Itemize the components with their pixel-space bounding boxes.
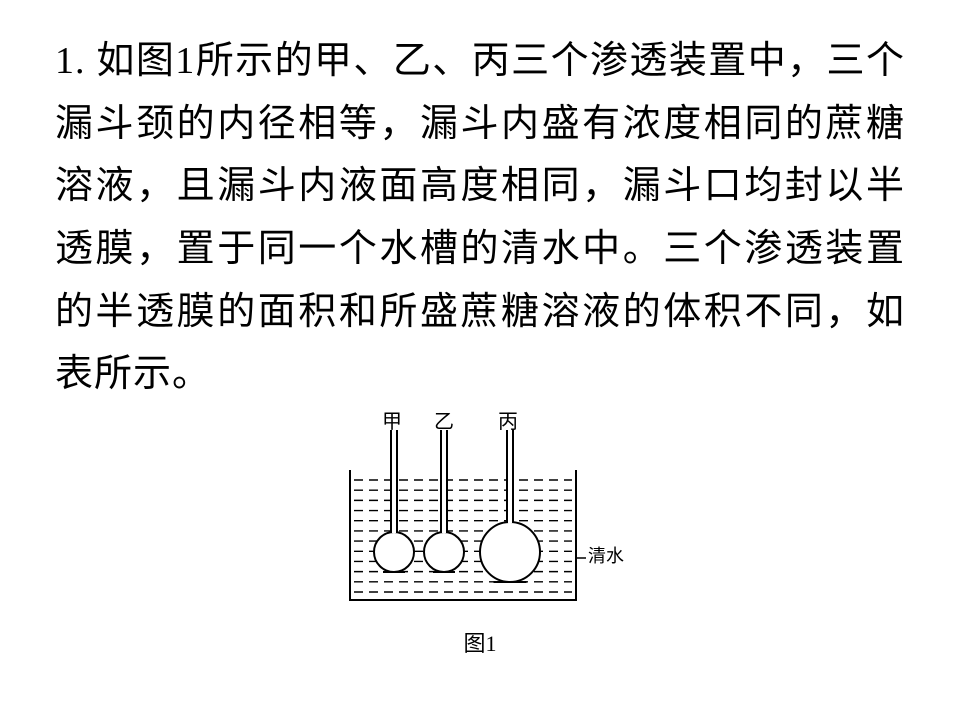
osmosis-diagram: 甲 乙 丙清水 xyxy=(330,412,630,622)
svg-text:丙: 丙 xyxy=(498,412,518,433)
figure-container: 甲 乙 丙清水 图1 xyxy=(55,412,905,658)
svg-text:乙: 乙 xyxy=(434,412,454,433)
figure-caption: 图1 xyxy=(463,626,496,658)
svg-text:清水: 清水 xyxy=(588,546,624,566)
svg-text:甲: 甲 xyxy=(382,412,402,433)
question-text: 1. 如图1所示的甲、乙、丙三个渗透装置中，三个漏斗颈的内径相等，漏斗内盛有浓度… xyxy=(55,30,905,406)
